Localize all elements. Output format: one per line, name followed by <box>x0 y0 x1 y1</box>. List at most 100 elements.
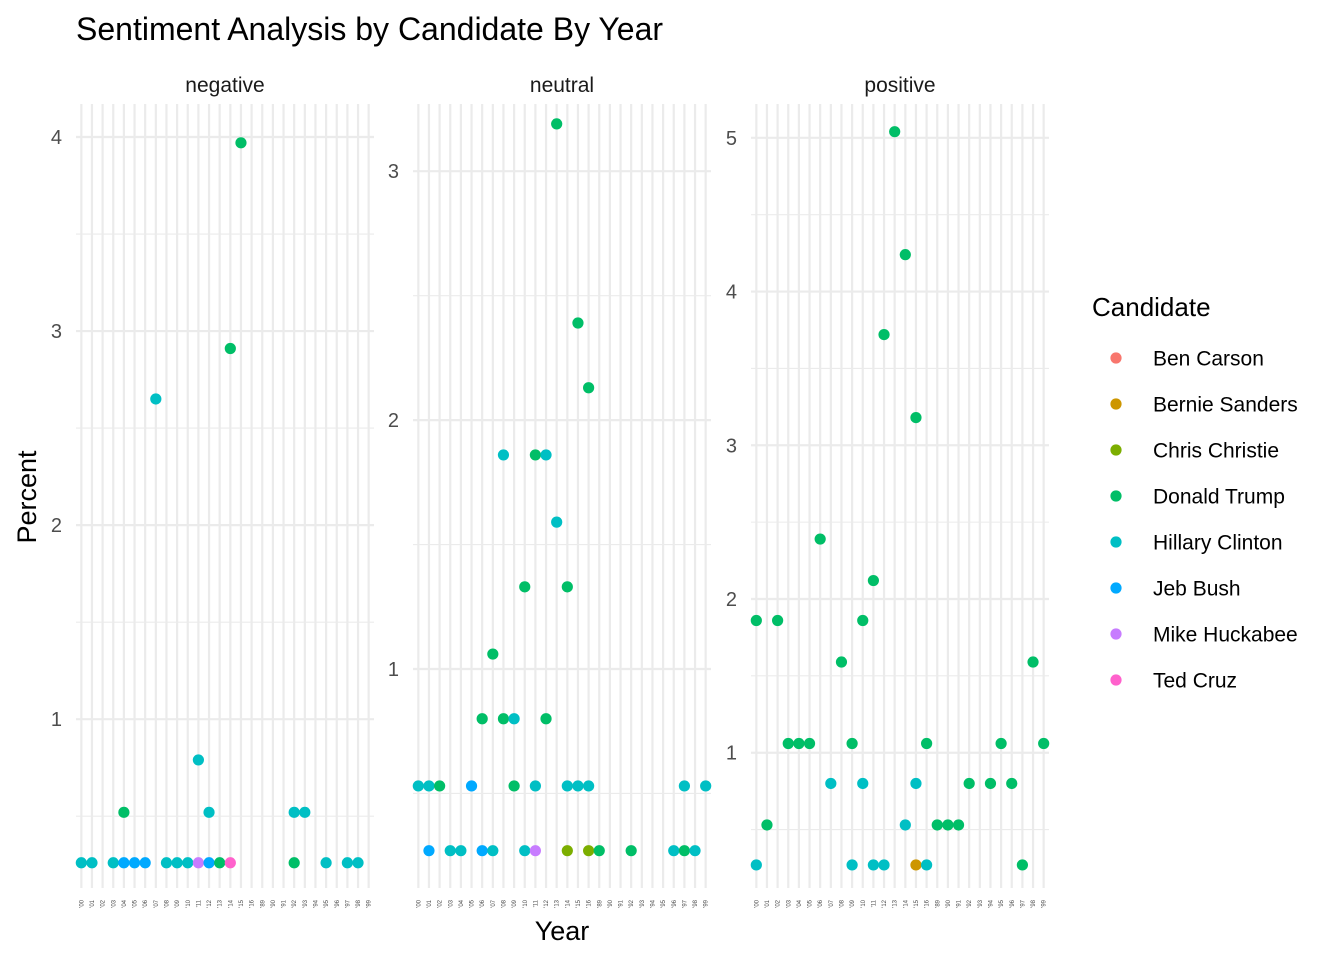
x-tick-label: '15 <box>576 899 582 907</box>
data-point <box>320 857 332 869</box>
data-point <box>192 857 204 869</box>
facet-label-positive: positive <box>864 74 935 97</box>
x-tick-label: '92 <box>629 899 635 907</box>
data-point <box>857 777 869 790</box>
legend-items: Ben Carson Bernie Sanders Chris Christie Do… <box>1110 348 1298 693</box>
x-tick-label: '03 <box>111 899 117 907</box>
data-point <box>352 857 364 869</box>
data-point <box>476 713 488 725</box>
y-axis-title: Percent <box>12 450 42 544</box>
x-tick-label: '90 <box>271 899 277 907</box>
data-point <box>75 857 87 869</box>
x-tick-label: '00 <box>79 899 85 907</box>
x-tick-label: '91 <box>957 899 963 907</box>
legend-label: Bernie Sanders <box>1153 394 1298 417</box>
data-point <box>423 845 435 857</box>
data-point <box>540 713 552 725</box>
data-point <box>497 449 510 461</box>
data-point <box>118 857 130 869</box>
data-point <box>761 819 773 831</box>
data-point <box>984 777 997 790</box>
data-point <box>192 754 204 766</box>
x-axis-title: Year <box>535 916 590 946</box>
x-tick-label: '06 <box>143 899 149 907</box>
legend-item: Ben Carson <box>1110 348 1264 371</box>
data-point <box>299 806 311 818</box>
data-point <box>899 249 911 261</box>
x-tick-label: '14 <box>565 899 571 907</box>
data-point <box>700 780 712 792</box>
data-point <box>878 859 890 871</box>
y-tick-label: 2 <box>388 410 399 432</box>
legend-item: Bernie Sanders <box>1110 394 1298 417</box>
legend-key <box>1110 444 1122 456</box>
x-tick-label: '10 <box>523 899 529 907</box>
x-tick-label: '99 <box>367 899 373 907</box>
data-point <box>889 126 901 138</box>
data-point <box>288 857 300 869</box>
data-point <box>171 857 183 869</box>
x-tick-label: '00 <box>416 899 422 907</box>
data-point <box>341 857 353 869</box>
x-tick-label: '12 <box>544 899 550 907</box>
x-tick-label: '11 <box>871 899 877 907</box>
x-tick-label: '16 <box>925 899 931 907</box>
legend-item: Hillary Clinton <box>1110 532 1283 555</box>
data-point <box>835 656 848 668</box>
x-tick-label: '05 <box>808 899 814 907</box>
data-point <box>182 857 194 869</box>
data-point <box>583 382 595 394</box>
panel-negative: negative 1 2 3 4 '00 '01 '02 '03 '04 '05 '06 '07 '08 '… <box>51 74 374 908</box>
legend-key <box>1110 674 1122 686</box>
y-tick-label: 3 <box>388 161 399 183</box>
legend-key <box>1110 582 1122 594</box>
data-point <box>561 845 573 857</box>
data-point <box>921 737 933 750</box>
data-point <box>540 449 552 461</box>
x-tick-label: '89 <box>260 899 266 907</box>
data-point <box>867 574 879 587</box>
x-tick-label: '08 <box>164 899 170 907</box>
x-tick-label: '11 <box>533 899 539 907</box>
data-point <box>203 806 215 818</box>
data-point <box>529 845 541 857</box>
x-tick-label: '96 <box>1010 899 1016 907</box>
x-tick-label: '15 <box>914 899 920 907</box>
x-tick-label: '04 <box>122 899 128 907</box>
data-point <box>529 780 541 792</box>
data-point <box>678 780 690 792</box>
x-tick-label: '03 <box>786 899 792 907</box>
facet-label-negative: negative <box>185 74 264 97</box>
legend-item: Jeb Bush <box>1110 578 1241 601</box>
x-tick-label: '99 <box>704 899 710 907</box>
legend: Candidate Ben Carson Bernie Sanders Chris … <box>1092 292 1298 693</box>
x-tick-label: '00 <box>754 899 760 907</box>
legend-label: Ted Cruz <box>1153 670 1237 693</box>
x-tick-label: '02 <box>776 899 782 907</box>
x-tick-label: '92 <box>967 899 973 907</box>
data-point <box>583 845 595 857</box>
x-tick-label: '13 <box>218 899 224 907</box>
x-tick-label: '13 <box>555 899 561 907</box>
data-point <box>118 806 130 818</box>
y-tick-label: 4 <box>726 282 737 304</box>
x-tick-label: '98 <box>1031 899 1037 907</box>
x-tick-label: '99 <box>1042 899 1048 907</box>
x-tick-label: '16 <box>587 899 593 907</box>
x-tick-label: '09 <box>850 899 856 907</box>
x-tick-label: '97 <box>345 899 351 907</box>
x-tick-label: '89 <box>935 899 941 907</box>
data-point <box>1016 859 1028 871</box>
data-point <box>508 713 520 725</box>
y-tick-label: 1 <box>726 743 737 765</box>
data-point <box>86 857 98 869</box>
x-tick-label: '05 <box>470 899 476 907</box>
legend-label: Hillary Clinton <box>1153 532 1283 555</box>
data-point <box>942 819 954 831</box>
x-tick-label: '13 <box>893 899 899 907</box>
x-tick-label: '07 <box>154 899 160 907</box>
x-tick-label: '97 <box>1020 899 1026 907</box>
data-point <box>519 845 531 857</box>
data-point <box>910 412 922 424</box>
data-point <box>444 845 456 857</box>
